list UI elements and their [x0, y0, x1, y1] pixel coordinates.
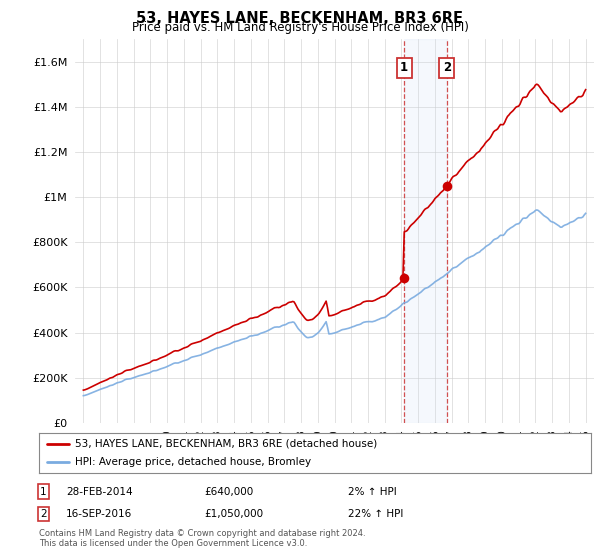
Text: 2% ↑ HPI: 2% ↑ HPI: [348, 487, 397, 497]
Text: 2: 2: [443, 62, 451, 74]
Text: Contains HM Land Registry data © Crown copyright and database right 2024.: Contains HM Land Registry data © Crown c…: [39, 529, 365, 538]
Text: 1: 1: [400, 62, 408, 74]
Text: 28-FEB-2014: 28-FEB-2014: [66, 487, 133, 497]
Text: 22% ↑ HPI: 22% ↑ HPI: [348, 509, 403, 519]
Bar: [404, 39, 447, 423]
Text: 53, HAYES LANE, BECKENHAM, BR3 6RE (detached house): 53, HAYES LANE, BECKENHAM, BR3 6RE (deta…: [75, 439, 377, 449]
Text: 16-SEP-2016: 16-SEP-2016: [66, 509, 132, 519]
Text: Price paid vs. HM Land Registry's House Price Index (HPI): Price paid vs. HM Land Registry's House …: [131, 21, 469, 34]
Point: [400, 274, 409, 283]
Text: £640,000: £640,000: [204, 487, 253, 497]
Text: HPI: Average price, detached house, Bromley: HPI: Average price, detached house, Brom…: [75, 458, 311, 467]
Text: 1: 1: [40, 487, 47, 497]
Text: 53, HAYES LANE, BECKENHAM, BR3 6RE: 53, HAYES LANE, BECKENHAM, BR3 6RE: [137, 11, 464, 26]
Text: £1,050,000: £1,050,000: [204, 509, 263, 519]
Text: 2: 2: [40, 509, 47, 519]
Text: This data is licensed under the Open Government Licence v3.0.: This data is licensed under the Open Gov…: [39, 539, 307, 548]
Point: [442, 181, 452, 190]
